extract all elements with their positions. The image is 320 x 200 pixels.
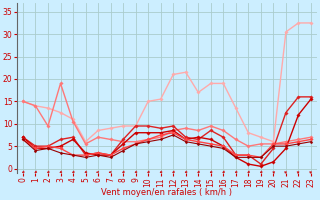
X-axis label: Vent moyen/en rafales ( km/h ): Vent moyen/en rafales ( km/h ) bbox=[101, 188, 232, 197]
